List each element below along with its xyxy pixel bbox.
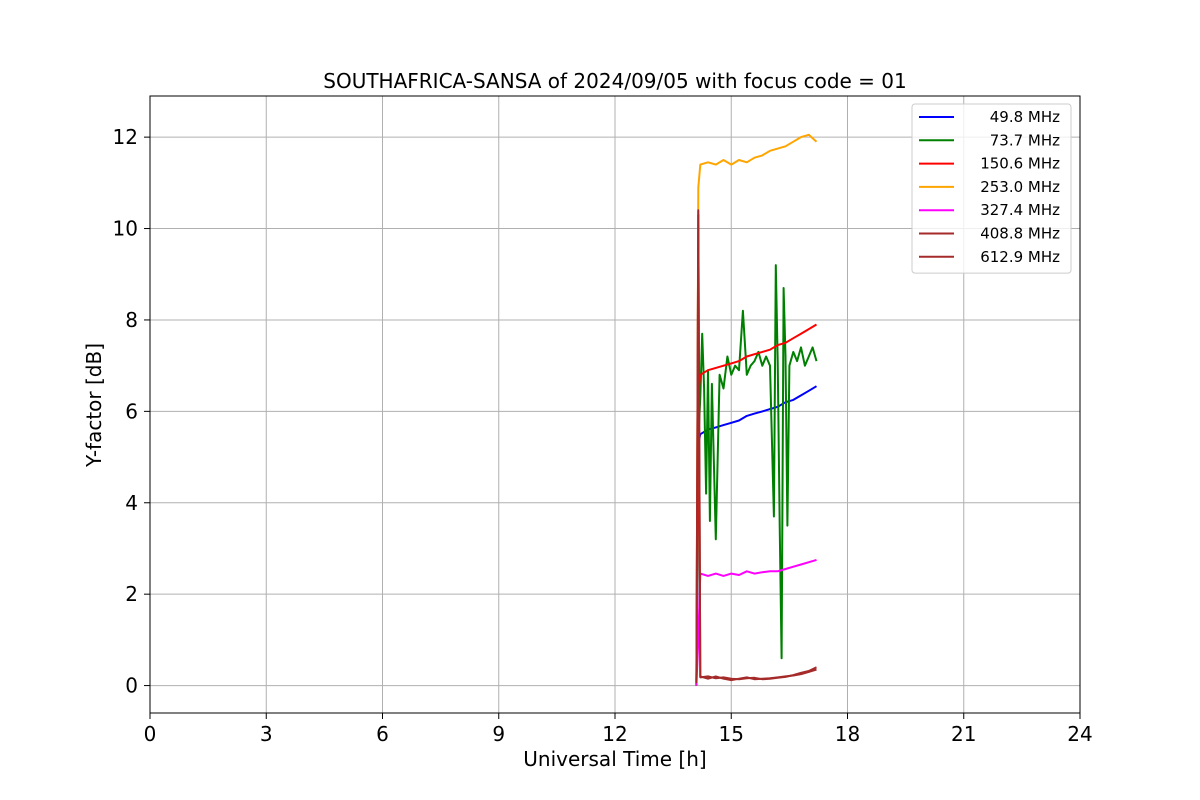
series-line-3 — [695, 133, 818, 686]
x-tick-label: 3 — [260, 722, 273, 746]
series-line-2 — [695, 323, 818, 686]
legend-label-2: 150.6 MHz — [980, 155, 1060, 173]
x-tick-label: 12 — [602, 722, 627, 746]
y-tick-label: 8 — [125, 308, 138, 332]
series-line-1 — [695, 264, 818, 686]
x-axis-label: Universal Time [h] — [523, 747, 706, 771]
legend-label-1: 73.7 MHz — [990, 131, 1060, 149]
y-tick-label: 6 — [125, 399, 138, 423]
legend-label-5: 408.8 MHz — [980, 225, 1060, 243]
legend-label-4: 327.4 MHz — [980, 201, 1060, 219]
x-tick-label: 24 — [1067, 722, 1092, 746]
legend: 49.8 MHz 73.7 MHz 150.6 MHz 253.0 MHz 327.4 … — [911, 103, 1072, 274]
y-axis: 0 2 4 6 8 10 12 — [113, 125, 150, 698]
x-axis: 0 3 6 9 12 15 18 21 24 — [144, 713, 1093, 746]
x-tick-label: 6 — [376, 722, 389, 746]
legend-label-0: 49.8 MHz — [990, 108, 1060, 126]
legend-box — [911, 103, 1072, 274]
y-tick-label: 12 — [113, 125, 138, 149]
y-tick-label: 10 — [113, 217, 138, 241]
legend-label-3: 253.0 MHz — [980, 178, 1060, 196]
legend-label-6: 612.9 MHz — [980, 248, 1060, 266]
x-tick-label: 0 — [144, 722, 157, 746]
x-tick-label: 21 — [951, 722, 976, 746]
y-tick-label: 4 — [125, 491, 138, 515]
y-tick-label: 2 — [125, 582, 138, 606]
y-axis-label: Y-factor [dB] — [82, 343, 106, 468]
y-tick-label: 0 — [125, 674, 138, 698]
x-tick-label: 18 — [835, 722, 860, 746]
series-line-4 — [695, 558, 817, 686]
x-tick-label: 15 — [719, 722, 744, 746]
series-line-6 — [695, 213, 817, 684]
series-layer — [695, 133, 818, 686]
x-tick-label: 9 — [492, 722, 505, 746]
chart-title: SOUTHAFRICA-SANSA of 2024/09/05 with foc… — [323, 69, 907, 93]
